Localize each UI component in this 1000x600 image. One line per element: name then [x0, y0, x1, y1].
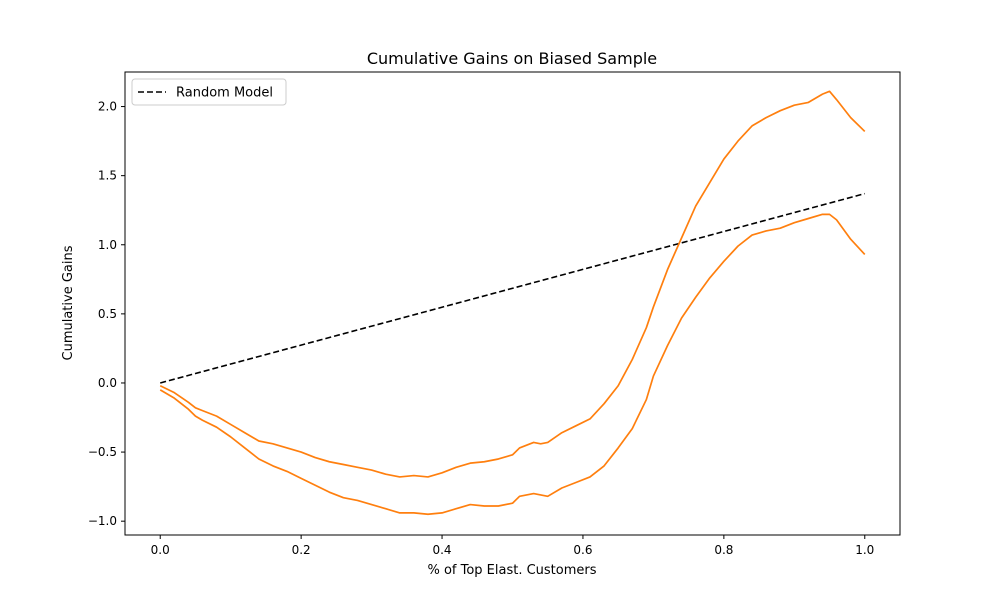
legend-box: [131, 78, 287, 106]
plot-frame: [124, 71, 901, 536]
legend-entry-random-model: Random Model: [176, 86, 273, 101]
y-tick-label: −1.0: [88, 514, 117, 528]
series-line-gains-2: [159, 213, 866, 516]
legend: Random Model: [131, 78, 287, 106]
y-axis-ticks: −1.0 −0.5 0.0 0.5 1.0 1.5 2.0: [88, 100, 125, 528]
y-tick-label: 0.0: [98, 376, 117, 390]
x-tick-label: 0.0: [151, 543, 170, 557]
x-tick-label: 0.6: [573, 543, 592, 557]
x-axis-label: % of Top Elast. Customers: [427, 563, 596, 578]
series-layer: [159, 90, 866, 516]
x-tick-label: 0.8: [714, 543, 733, 557]
y-tick-label: 0.5: [98, 307, 117, 321]
series-line-random-model: [160, 192, 865, 384]
x-tick-label: 1.0: [855, 543, 874, 557]
y-tick-label: 2.0: [98, 100, 117, 114]
y-tick-label: 1.0: [98, 238, 117, 252]
y-tick-label: 1.5: [98, 169, 117, 183]
chart-title: Cumulative Gains on Biased Sample: [367, 49, 657, 68]
x-axis-ticks: 0.0 0.2 0.4 0.6 0.8 1.0: [151, 535, 874, 557]
x-tick-label: 0.4: [432, 543, 451, 557]
series-line-gains-1: [159, 90, 866, 478]
y-axis-label: Cumulative Gains: [61, 245, 76, 360]
x-tick-label: 0.2: [292, 543, 311, 557]
y-tick-label: −0.5: [88, 445, 117, 459]
